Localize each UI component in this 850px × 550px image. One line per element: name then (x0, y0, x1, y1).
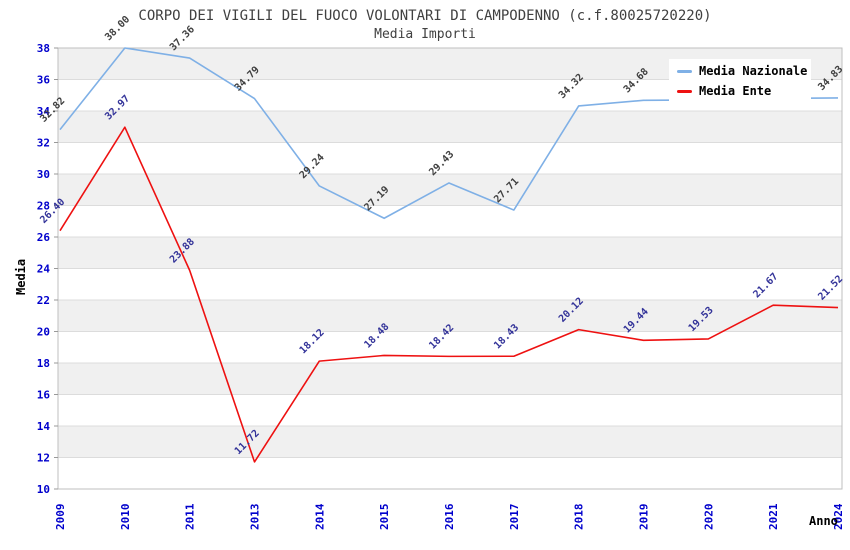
y-tick-label: 28 (37, 200, 50, 213)
x-tick-label: 2020 (702, 504, 715, 531)
legend-swatch-red-line-icon (677, 89, 692, 93)
grid-band (58, 174, 842, 206)
data-label: 38.00 (103, 14, 132, 43)
y-tick-label: 30 (37, 168, 50, 181)
series-line-media-ente (59, 126, 839, 463)
grid-band (58, 300, 842, 332)
x-tick-label: 2017 (508, 504, 521, 531)
y-tick-label: 16 (37, 389, 51, 402)
x-tick-label: 2014 (313, 503, 326, 530)
legend-item-media-ente: Media Ente (669, 84, 811, 98)
grid-band (58, 142, 842, 174)
grid-band (58, 205, 842, 237)
legend-item-media-nazionale: Media Nazionale (669, 64, 811, 78)
y-axis-title: Media (14, 258, 28, 295)
legend: Media Nazionale Media Ente (669, 59, 811, 103)
grid-band (58, 237, 842, 269)
chart-subtitle: Media Importi (374, 27, 476, 42)
grid-band (58, 394, 842, 426)
chart-title: CORPO DEI VIGILI DEL FUOCO VOLONTARI DI … (138, 8, 712, 24)
grid-band (58, 363, 842, 395)
y-tick-label: 12 (37, 452, 50, 465)
x-tick-label: 2019 (638, 504, 651, 531)
y-tick-label: 22 (37, 294, 50, 307)
grid-band (58, 111, 842, 143)
x-tick-label: 2018 (573, 504, 586, 531)
y-tick-label: 26 (37, 231, 51, 244)
legend-label: Media Ente (699, 84, 772, 98)
x-tick-label: 2016 (443, 503, 456, 530)
y-tick-label: 34 (37, 105, 51, 118)
x-tick-label: 2011 (184, 503, 197, 530)
x-tick-label: 2015 (378, 504, 391, 531)
y-tick-label: 20 (37, 326, 50, 339)
x-tick-label: 2010 (119, 504, 132, 531)
y-tick-label: 18 (37, 357, 50, 370)
x-tick-label: 2013 (249, 504, 262, 531)
y-tick-label: 38 (37, 42, 50, 55)
y-tick-label: 24 (37, 263, 51, 276)
x-tick-label: 2021 (767, 503, 780, 530)
x-tick-label: 2009 (54, 504, 67, 531)
y-tick-label: 10 (37, 483, 50, 496)
grid-band (58, 268, 842, 300)
x-tick-label: 2024 (832, 503, 845, 530)
grid-band (58, 426, 842, 458)
y-tick-label: 36 (37, 74, 51, 87)
legend-swatch-blue-line-icon (677, 69, 692, 73)
y-tick-label: 32 (37, 137, 50, 150)
legend-label: Media Nazionale (699, 64, 808, 78)
y-tick-label: 14 (37, 420, 51, 433)
x-axis-title: Anno (809, 514, 838, 528)
grid-band (58, 457, 842, 489)
